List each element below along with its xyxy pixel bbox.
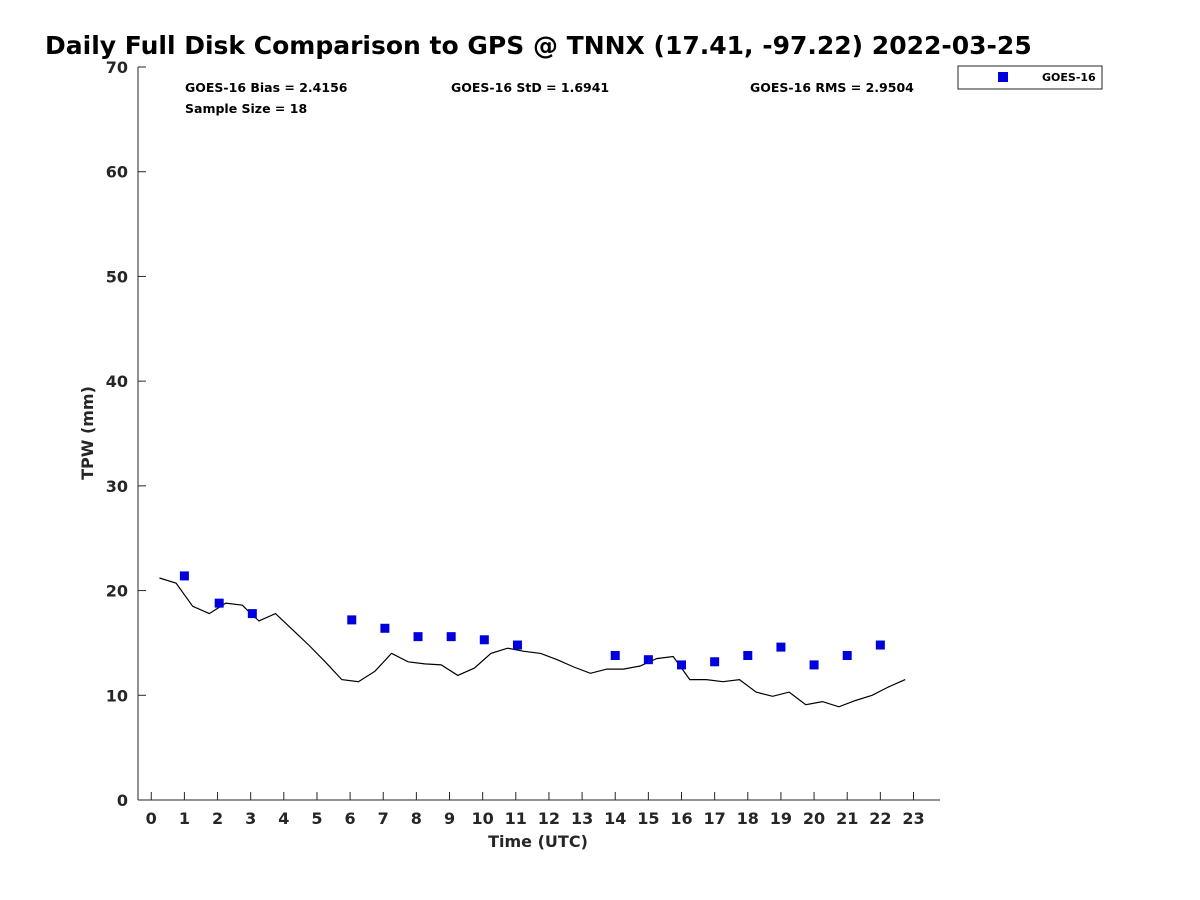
- x-tick-label: 22: [869, 809, 891, 828]
- x-axis-ticks: 0 1 2 3 4 5 6 7 8 9 10 11 12 13 14 15 16 17 18 19 20 21 22 23: [146, 792, 925, 828]
- goes16-point: [446, 632, 456, 642]
- x-tick-label: 10: [472, 809, 494, 828]
- goes16-point: [214, 598, 224, 608]
- goes16-point: [610, 650, 620, 660]
- goes16-point: [875, 640, 885, 650]
- goes16-point: [247, 609, 257, 619]
- goes16-point: [380, 623, 390, 633]
- x-axis-label: Time (UTC): [488, 832, 588, 851]
- x-tick-label: 13: [571, 809, 593, 828]
- y-axis-ticks: 0 10 20 30 40 50 60 70: [106, 58, 146, 810]
- goes16-point: [809, 660, 819, 670]
- x-tick-label: 9: [444, 809, 455, 828]
- goes16-point: [710, 657, 720, 667]
- legend: GOES-16: [957, 65, 1103, 90]
- x-tick-label: 17: [704, 809, 726, 828]
- x-tick-label: 6: [345, 809, 356, 828]
- series-layer: [159, 571, 906, 708]
- goes16-point: [643, 655, 653, 665]
- bias-stat: GOES-16 Bias = 2.4156: [185, 80, 348, 95]
- x-tick-label: 5: [311, 809, 322, 828]
- x-tick-label: 3: [245, 809, 256, 828]
- chart-title: Daily Full Disk Comparison to GPS @ TNNX…: [45, 31, 1032, 60]
- x-tick-label: 0: [146, 809, 157, 828]
- goes16-point: [842, 650, 852, 660]
- rms-stat: GOES-16 RMS = 2.9504: [750, 80, 914, 95]
- x-tick-label: 7: [378, 809, 389, 828]
- goes16-point: [479, 635, 489, 645]
- goes16-point: [677, 660, 687, 670]
- goes16-point: [179, 571, 189, 581]
- x-tick-label: 12: [538, 809, 560, 828]
- y-axis-label: TPW (mm): [78, 386, 97, 480]
- legend-label: GOES-16: [1042, 71, 1096, 84]
- x-tick-label: 18: [737, 809, 759, 828]
- goes16-point: [413, 632, 423, 642]
- y-tick-label: 70: [106, 58, 128, 77]
- y-tick-label: 0: [117, 791, 128, 810]
- x-tick-label: 21: [836, 809, 858, 828]
- goes16-point: [776, 642, 786, 652]
- x-tick-label: 20: [803, 809, 825, 828]
- x-tick-label: 8: [411, 809, 422, 828]
- y-tick-label: 30: [106, 477, 128, 496]
- y-tick-label: 10: [106, 686, 128, 705]
- goes16-point: [347, 615, 357, 625]
- y-tick-label: 50: [106, 267, 128, 286]
- std-stat: GOES-16 StD = 1.6941: [451, 80, 609, 95]
- x-tick-label: 11: [505, 809, 527, 828]
- x-tick-label: 14: [604, 809, 626, 828]
- y-tick-label: 40: [106, 372, 128, 391]
- sample-size-stat: Sample Size = 18: [185, 101, 307, 116]
- x-tick-label: 19: [770, 809, 792, 828]
- goes16-point: [512, 640, 522, 650]
- y-tick-label: 60: [106, 163, 128, 182]
- x-tick-label: 23: [902, 809, 924, 828]
- legend-box: [957, 65, 1103, 90]
- x-tick-label: 15: [637, 809, 659, 828]
- x-tick-label: 16: [670, 809, 692, 828]
- goes16-point: [743, 650, 753, 660]
- legend-marker: [998, 72, 1008, 82]
- y-tick-label: 20: [106, 582, 128, 601]
- x-tick-label: 1: [179, 809, 190, 828]
- x-tick-label: 4: [278, 809, 289, 828]
- x-tick-label: 2: [212, 809, 223, 828]
- gps-line: [159, 577, 906, 708]
